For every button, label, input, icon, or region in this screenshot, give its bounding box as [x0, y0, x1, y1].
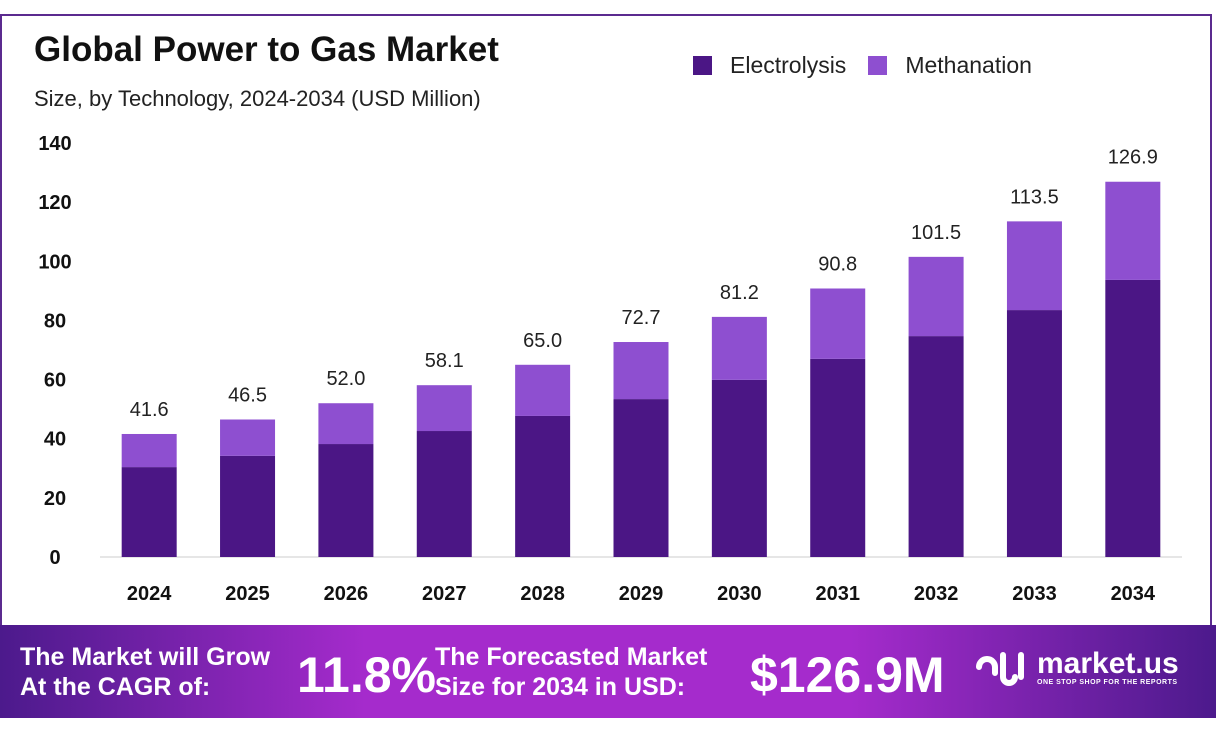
total-label: 101.5 [911, 222, 961, 244]
legend-item-methanation: Methanation [868, 52, 1032, 79]
legend-label: Electrolysis [730, 52, 847, 78]
cagr-label: The Market will Grow At the CAGR of: [20, 642, 270, 702]
x-tick-label: 2031 [815, 583, 860, 605]
forecast-label-line: Size for 2034 in USD: [435, 673, 686, 701]
cagr-value: 11.8% [297, 647, 437, 703]
chart-subtitle: Size, by Technology, 2024-2034 (USD Mill… [34, 86, 481, 111]
legend-item-electrolysis: Electrolysis [693, 52, 846, 79]
total-label: 90.8 [818, 253, 857, 275]
bar-electrolysis-2033 [1006, 310, 1062, 557]
x-tick-label: 2026 [324, 583, 369, 605]
y-tick-label: 100 [38, 251, 71, 273]
bar-methanation-2026 [318, 403, 374, 445]
cagr-label-line: The Market will Grow [20, 643, 271, 671]
total-label: 41.6 [130, 399, 169, 421]
bar-methanation-2030 [711, 316, 767, 380]
y-tick-label: 140 [38, 133, 71, 155]
x-tick-label: 2032 [914, 583, 959, 605]
chart-frame [0, 14, 1212, 714]
bar-methanation-2025 [220, 419, 276, 456]
total-label: 72.7 [622, 307, 661, 329]
bar-methanation-2027 [416, 385, 472, 432]
bar-electrolysis-2024 [121, 467, 177, 557]
bar-electrolysis-2034 [1105, 279, 1161, 557]
total-label: 81.2 [720, 282, 759, 304]
bar-methanation-2031 [810, 288, 866, 359]
logo-tagline: ONE STOP SHOP FOR THE REPORTS [1037, 678, 1178, 686]
x-tick-label: 2030 [717, 583, 762, 605]
total-label: 65.0 [523, 330, 562, 352]
y-tick-label: 120 [38, 192, 71, 214]
y-tick-label: 80 [44, 310, 66, 332]
bar-methanation-2028 [515, 364, 571, 416]
bar-methanation-2033 [1006, 221, 1062, 311]
chart-title: Global Power to Gas Market [34, 30, 499, 69]
total-label: 113.5 [1010, 186, 1059, 208]
bar-methanation-2032 [908, 256, 964, 337]
logo-name: market.us [1037, 646, 1179, 680]
market-us-logo: market.us ONE STOP SHOP FOR THE REPORTS [975, 647, 1179, 687]
bar-electrolysis-2026 [318, 444, 374, 557]
x-tick-label: 2028 [520, 583, 565, 605]
legend: Electrolysis Methanation [693, 52, 1032, 79]
bar-methanation-2034 [1105, 181, 1161, 280]
total-label: 52.0 [326, 368, 365, 390]
total-label: 46.5 [228, 384, 267, 406]
y-tick-label: 60 [44, 370, 66, 392]
summary-banner: The Market will Grow At the CAGR of: 11.8… [0, 625, 1216, 718]
legend-swatch [868, 56, 888, 75]
bar-methanation-2029 [613, 342, 669, 400]
y-tick-label: 40 [44, 429, 66, 451]
x-tick-label: 2025 [225, 583, 270, 605]
bar-electrolysis-2028 [515, 415, 571, 557]
bar-chart: 0 20 40 60 80 100 120 140 41.6 2024 46.5 2025 52.0 20… [38, 133, 1182, 605]
bar-electrolysis-2025 [220, 455, 276, 557]
total-label: 58.1 [425, 350, 464, 372]
logo-icon [976, 652, 1024, 686]
bar-electrolysis-2029 [613, 399, 669, 557]
bar-electrolysis-2032 [908, 336, 964, 557]
x-tick-label: 2034 [1111, 583, 1156, 605]
bar-electrolysis-2030 [711, 379, 767, 557]
y-tick-label: 20 [44, 488, 66, 510]
bar-methanation-2024 [121, 433, 177, 468]
forecast-label: The Forecasted Market Size for 2034 in US… [435, 642, 707, 702]
x-tick-label: 2027 [422, 583, 467, 605]
x-tick-label: 2033 [1012, 583, 1057, 605]
total-label: 126.9 [1108, 147, 1158, 169]
x-tick-label: 2029 [619, 583, 664, 605]
bar-electrolysis-2031 [810, 358, 866, 557]
x-tick-label: 2024 [127, 583, 172, 605]
legend-swatch [693, 56, 712, 75]
legend-label: Methanation [905, 52, 1032, 78]
y-tick-label: 0 [49, 547, 60, 569]
forecast-value: $126.9M [750, 647, 945, 703]
bar-electrolysis-2027 [416, 431, 472, 557]
forecast-label-line: The Forecasted Market [435, 643, 708, 671]
cagr-label-line: At the CAGR of: [20, 673, 211, 701]
